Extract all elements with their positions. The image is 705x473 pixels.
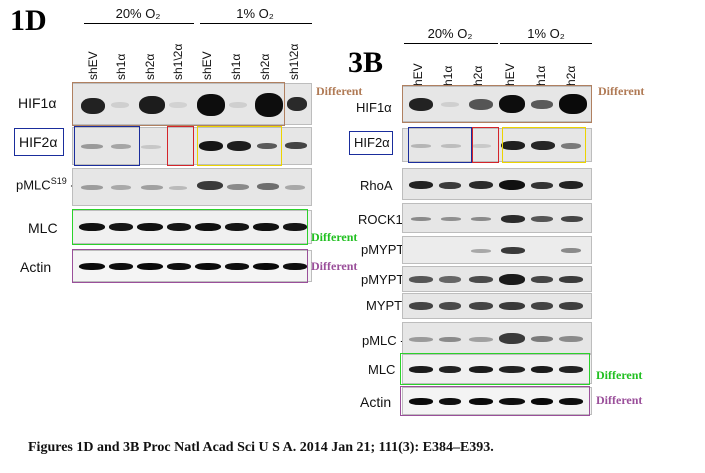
different-label-green-1d: Different (311, 230, 358, 244)
group-line-normoxia-3b (404, 43, 498, 44)
row-label-hif2a-1d: HIF2α (19, 134, 58, 150)
group-label-hypoxia-3b: 1% O₂ (527, 26, 565, 41)
panel-label-1d: 1D (10, 4, 47, 37)
blot-actin-1d (72, 250, 312, 282)
highlight-box-blue-label-1d (14, 128, 64, 156)
different-label-purple-3b: Different (596, 393, 643, 407)
highlight-box-brown-3b (402, 85, 592, 123)
row-label-mlc-3b: MLC (368, 362, 396, 377)
highlight-box-red-3b (472, 127, 499, 163)
blot-hif2a-1d (72, 127, 312, 165)
row-label-pmlc-superscript: S19 (50, 176, 67, 186)
highlight-box-green-1d (72, 209, 308, 245)
row-label-pmypt-2-3b: pMYPT (361, 272, 405, 287)
panel-label-3b: 3B (348, 46, 384, 79)
row-label-actin-1d: Actin (20, 259, 52, 275)
highlight-box-purple-1d (72, 249, 308, 283)
row-label-mlc-1d: MLC (28, 220, 58, 236)
highlight-box-yellow-1d (197, 126, 282, 166)
different-label-brown-1d: Different (316, 84, 363, 98)
row-label-pmypt-3b: pMYPT (361, 242, 405, 257)
different-label-brown-3b: Different (598, 84, 645, 98)
blot-hif1a-3b (402, 86, 592, 122)
lane-label-1d: sh1α (114, 53, 128, 80)
group-label-hypoxia-1d: 1% O₂ (236, 6, 274, 21)
blot-hif2a-3b (402, 128, 592, 162)
group-line-normoxia-1d (84, 23, 194, 24)
blot-pmlc-1d (72, 168, 312, 206)
figure-caption: Figures 1D and 3B Proc Natl Acad Sci U S… (28, 440, 494, 455)
highlight-box-yellow-3b (502, 127, 586, 163)
blot-mlc-1d (72, 210, 312, 244)
row-label-mypt-3b: MYPT (366, 298, 403, 313)
row-label-hif1a-3b: HIF1α (356, 100, 392, 115)
row-label-pmlc-3b: pMLC -- (362, 333, 409, 348)
highlight-box-red-1d (167, 126, 194, 166)
highlight-box-brown-1d (72, 82, 285, 126)
lane-label-1d: sh1\2α (171, 43, 185, 80)
group-label-normoxia-1d: 20% O₂ (115, 6, 161, 21)
row-label-rock1-3b: ROCK1 (358, 212, 403, 227)
different-label-purple-1d: Different (311, 259, 358, 273)
lane-label-1d: sh2α (258, 53, 272, 80)
highlight-box-blue-3b (408, 127, 472, 163)
lane-label-1d: sh1\2α (287, 43, 301, 80)
blot-pmlc-3b (402, 322, 592, 354)
lane-label-1d: shEV (86, 51, 100, 80)
lane-label-1d: sh1α (229, 53, 243, 80)
row-label-rhoa-3b: RhoA (360, 178, 393, 193)
blot-rhoa-3b (402, 168, 592, 200)
highlight-box-blue-label-3b (349, 131, 393, 155)
blot-pmypt-2-3b (402, 266, 592, 292)
row-label-actin-3b: Actin (360, 394, 392, 410)
group-line-hypoxia-1d (200, 23, 312, 24)
row-label-pmlc-1d: pMLCS19 - (16, 176, 75, 193)
row-label-hif1a-1d: HIF1α (18, 95, 57, 111)
row-label-pmlc-text: pMLC (16, 177, 51, 193)
lane-label-1d: sh2α (143, 53, 157, 80)
highlight-box-blue-1d (74, 126, 140, 166)
lane-label-1d: shEV (200, 51, 214, 80)
blot-mypt-3b (402, 293, 592, 319)
blot-actin-3b (402, 387, 592, 415)
blot-rock1-3b (402, 203, 592, 233)
group-line-hypoxia-3b (500, 43, 592, 44)
blot-mlc-3b (402, 354, 592, 384)
blot-pmypt-3b (402, 236, 592, 264)
row-label-hif2a-3b: HIF2α (354, 135, 390, 150)
highlight-box-green-3b (400, 353, 590, 385)
group-label-normoxia-3b: 20% O₂ (427, 26, 473, 41)
blot-hif1a-1d (72, 83, 312, 125)
different-label-green-3b: Different (596, 368, 643, 382)
highlight-box-purple-3b (400, 386, 590, 416)
